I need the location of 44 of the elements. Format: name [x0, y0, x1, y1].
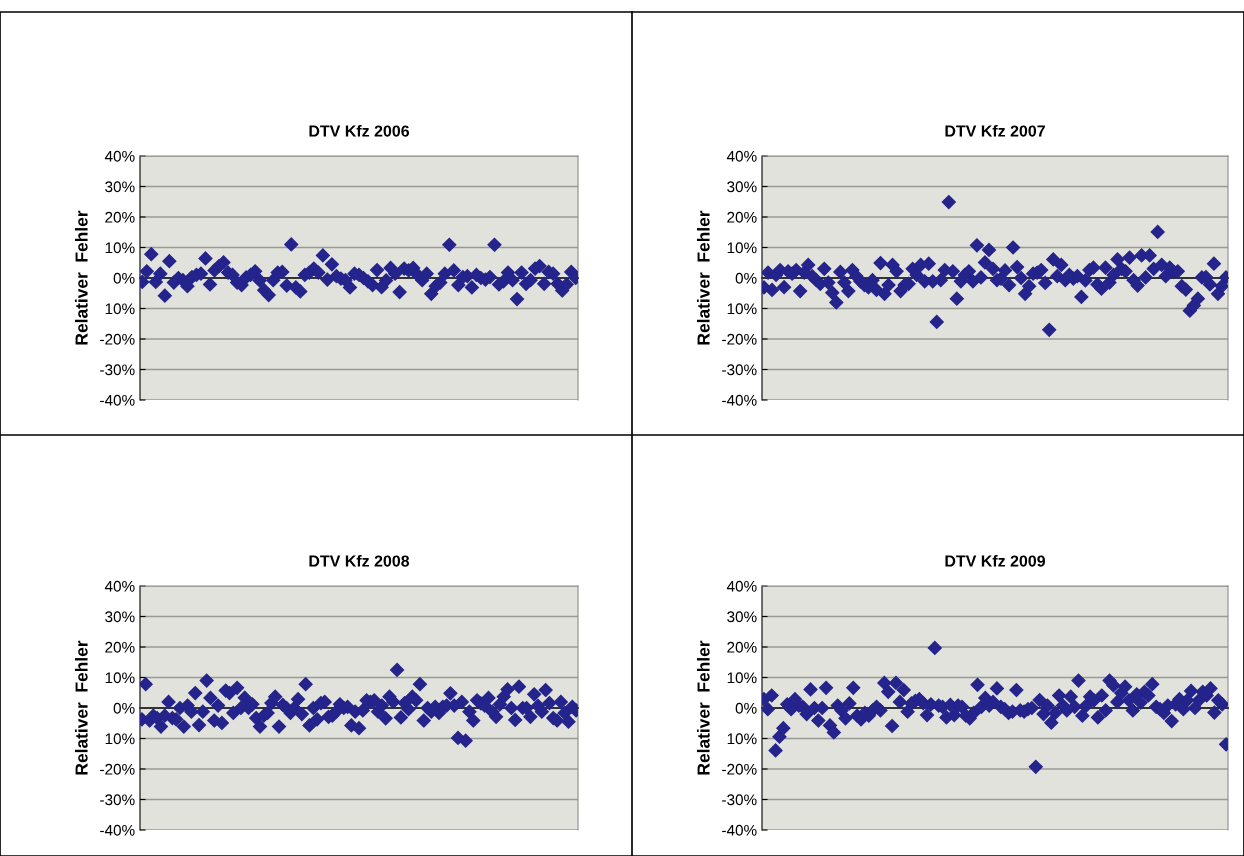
- y-tick-label: 20%: [105, 211, 135, 223]
- y-tick-label: 40%: [726, 150, 757, 162]
- y-tick-label: -30%: [722, 794, 757, 806]
- y-tick-label: -20%: [100, 763, 135, 775]
- y-tick-label: 0%: [113, 702, 135, 714]
- y-tick-label: 10%: [105, 672, 135, 684]
- y-axis-title: Relativer Fehler: [696, 210, 710, 345]
- chart-title: DTV Kfz 2007: [945, 124, 1045, 137]
- y-tick-label: 10%: [727, 672, 757, 684]
- y-tick-label: -40%: [100, 394, 135, 406]
- y-tick-label: -30%: [722, 364, 757, 376]
- y-tick-label: 0%: [735, 272, 757, 284]
- y-tick-label: -30%: [100, 364, 135, 376]
- y-axis-title: Relativer Fehler: [696, 640, 710, 775]
- y-tick-label: 30%: [105, 611, 135, 623]
- y-tick-label: 30%: [727, 611, 757, 623]
- chart-title: DTV Kfz 2009: [945, 554, 1046, 567]
- y-tick-label: 10%: [727, 733, 757, 745]
- y-tick-label: -20%: [100, 333, 135, 345]
- y-tick-label: 40%: [104, 580, 135, 592]
- y-tick-label: -40%: [722, 394, 757, 406]
- y-tick-label: -30%: [100, 794, 135, 806]
- y-axis-title: Relativer Fehler: [74, 640, 88, 775]
- y-tick-label: 40%: [104, 150, 135, 162]
- y-tick-label: 40%: [726, 580, 757, 592]
- y-tick-label: -20%: [722, 333, 757, 345]
- y-tick-label: -40%: [100, 824, 135, 836]
- y-tick-label: 0%: [735, 702, 757, 714]
- y-tick-label: -40%: [722, 824, 757, 836]
- y-tick-label: 10%: [105, 242, 135, 254]
- y-axis-title: Relativer Fehler: [74, 210, 88, 345]
- y-tick-label: 10%: [727, 242, 757, 254]
- y-tick-label: -20%: [722, 763, 757, 775]
- y-tick-label: 20%: [105, 641, 135, 653]
- y-tick-label: 10%: [105, 733, 135, 745]
- y-tick-label: 30%: [727, 181, 757, 193]
- y-tick-label: 20%: [727, 211, 757, 223]
- y-tick-label: 10%: [105, 303, 135, 315]
- y-tick-label: 10%: [727, 303, 757, 315]
- y-tick-label: 30%: [105, 181, 135, 193]
- chart-title: DTV Kfz 2006: [309, 124, 410, 137]
- y-tick-label: 20%: [727, 641, 757, 653]
- y-tick-label: 0%: [113, 272, 135, 284]
- chart-title: DTV Kfz 2008: [309, 554, 410, 567]
